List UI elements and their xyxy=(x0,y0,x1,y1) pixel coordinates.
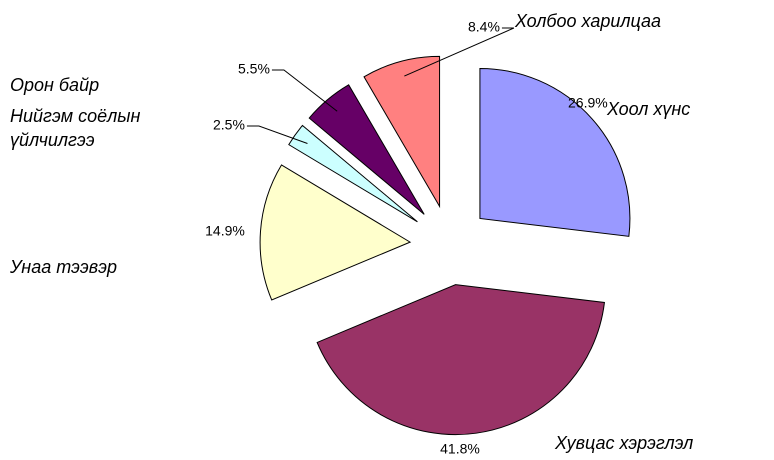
category-label: Хувцас хэрэглэл xyxy=(554,433,693,453)
percent-label: 14.9% xyxy=(205,223,245,239)
leader-line xyxy=(271,69,338,112)
percent-label: 5.5% xyxy=(238,61,270,77)
leader-line xyxy=(246,125,308,144)
category-label: Холбоо харилцаа xyxy=(514,11,661,31)
leader-line xyxy=(404,27,515,77)
category-label: Унаа тээвэр xyxy=(9,257,117,277)
percent-label: 8.4% xyxy=(468,19,500,35)
pie-slice xyxy=(288,124,418,223)
percent-label: 41.8% xyxy=(440,441,480,457)
percent-label: 26.9% xyxy=(568,95,608,111)
pie-slice xyxy=(308,84,425,215)
category-label: Хоол хүнс xyxy=(606,99,690,119)
category-label: Нийгэм соёлын үйлчилгээ xyxy=(10,106,141,150)
percent-label: 2.5% xyxy=(213,117,245,133)
category-label: Орон байр xyxy=(10,75,99,95)
pie-slice xyxy=(363,55,441,209)
pie-slice xyxy=(479,67,631,237)
pie-slice xyxy=(259,164,412,301)
pie-slice xyxy=(316,284,606,436)
